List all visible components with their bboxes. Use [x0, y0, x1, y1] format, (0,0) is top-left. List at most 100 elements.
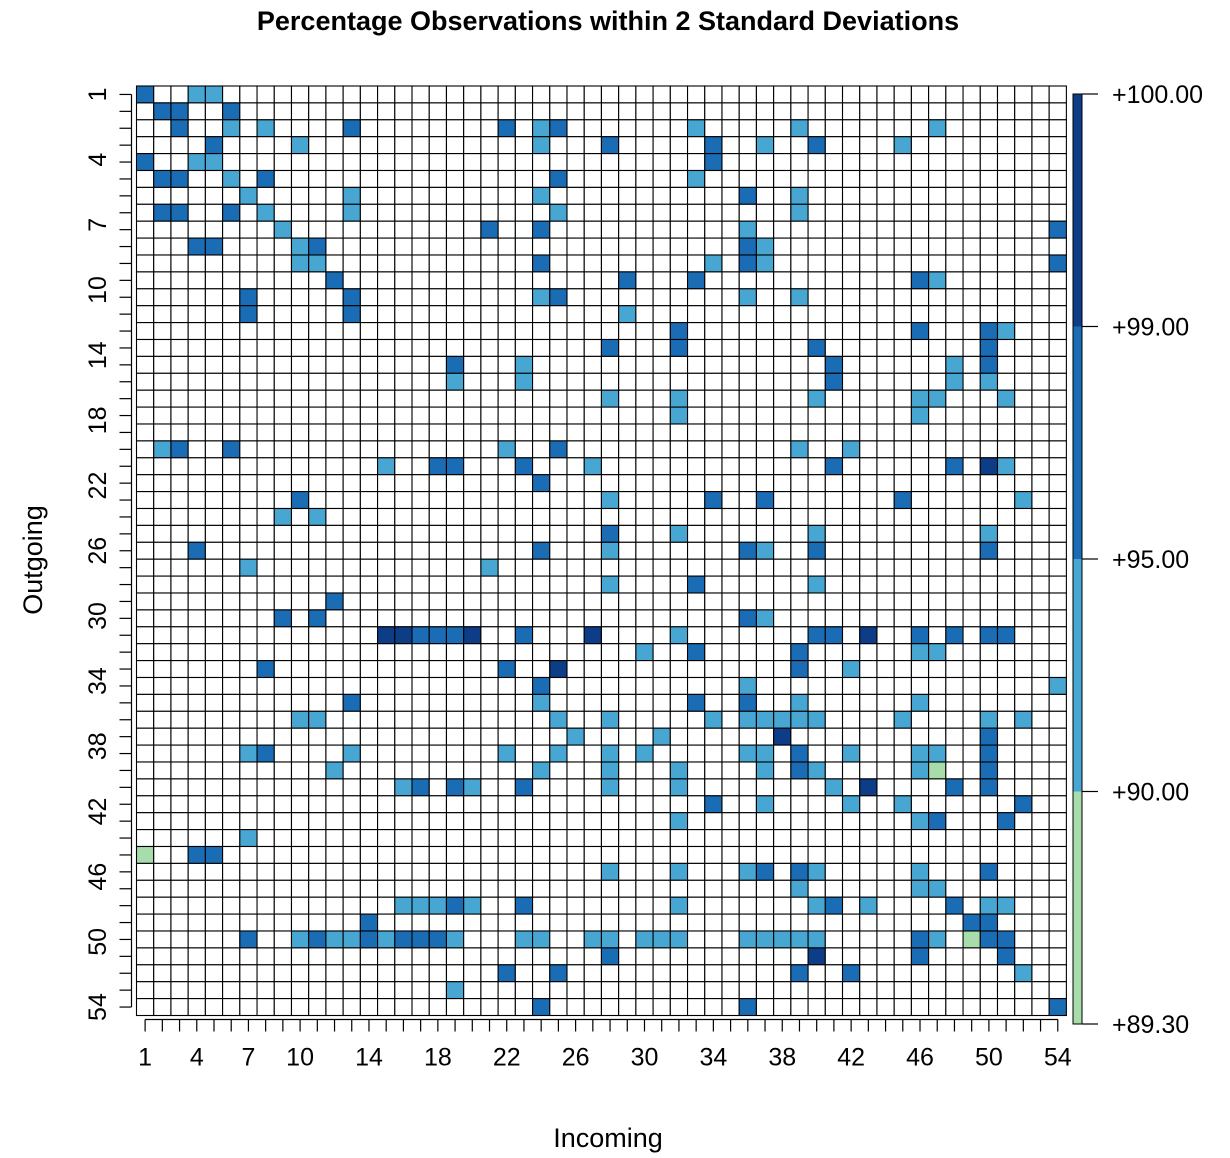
heatmap-cell: [549, 896, 568, 915]
heatmap-cell: [411, 710, 430, 729]
heatmap-cell: [549, 778, 568, 797]
heatmap-cell: [996, 981, 1016, 1000]
heatmap-cell: [583, 947, 602, 966]
heatmap-cell: [342, 524, 361, 543]
heatmap-cell: [635, 271, 654, 290]
heatmap-cell: [308, 845, 327, 864]
heatmap-cell: [721, 254, 740, 273]
heatmap-cell: [256, 338, 275, 357]
heatmap-cell: [532, 930, 551, 949]
heatmap-cell: [1031, 305, 1050, 324]
heatmap-cell: [273, 136, 293, 155]
heatmap-cell: [600, 136, 620, 155]
heatmap-cell: [187, 491, 206, 510]
heatmap-cell: [962, 778, 981, 797]
heatmap-cell: [669, 896, 689, 915]
heatmap-cell: [773, 930, 792, 949]
heatmap-cell: [532, 862, 551, 881]
y-tick-label: 4: [84, 153, 112, 167]
heatmap-cell: [187, 676, 206, 695]
heatmap-cell: [514, 964, 534, 983]
heatmap-cell: [738, 896, 757, 915]
heatmap-cell: [841, 322, 861, 341]
heatmap-cell: [755, 423, 775, 442]
y-tick-label: 54: [84, 993, 112, 1021]
heatmap-cell: [635, 507, 654, 526]
heatmap-cell: [428, 998, 448, 1017]
heatmap-cell: [256, 507, 275, 526]
heatmap-cell: [893, 541, 912, 560]
heatmap-cell: [790, 322, 809, 341]
heatmap-cell: [273, 169, 293, 188]
heatmap-cell: [996, 372, 1016, 391]
heatmap-cell: [342, 389, 361, 408]
heatmap-cell: [807, 947, 826, 966]
heatmap-cell: [876, 338, 895, 357]
heatmap-cell: [204, 85, 224, 104]
heatmap-cell: [635, 710, 654, 729]
heatmap-cell: [928, 845, 947, 864]
heatmap-cell: [1014, 744, 1033, 763]
heatmap-cell: [325, 186, 344, 205]
heatmap-cell: [996, 575, 1016, 594]
heatmap-cell: [325, 457, 344, 476]
heatmap-cell: [187, 322, 206, 341]
heatmap-cell: [1048, 761, 1067, 780]
heatmap-cell: [428, 862, 448, 881]
heatmap-cell: [841, 203, 861, 222]
heatmap-cell: [962, 491, 981, 510]
heatmap-cell: [359, 575, 379, 594]
heatmap-cell: [669, 558, 689, 577]
y-tick-label: 50: [84, 928, 112, 956]
heatmap-cell: [1048, 913, 1067, 932]
heatmap-cell: [514, 186, 534, 205]
heatmap-cell: [755, 288, 775, 307]
heatmap-cell: [841, 220, 861, 239]
heatmap-cell: [1031, 778, 1050, 797]
heatmap-cell: [945, 440, 964, 459]
heatmap-cell: [497, 423, 516, 442]
heatmap-cell: [738, 355, 757, 374]
heatmap-cell: [618, 237, 637, 256]
heatmap-cell: [669, 507, 689, 526]
heatmap-cell: [824, 423, 844, 442]
heatmap-cell: [170, 507, 189, 526]
heatmap-cell: [1031, 676, 1050, 695]
heatmap-cell: [583, 643, 602, 662]
heatmap-cell: [411, 947, 430, 966]
heatmap-cell: [342, 338, 361, 357]
heatmap-cell: [652, 575, 671, 594]
heatmap-cell: [290, 879, 310, 898]
heatmap-cell: [721, 457, 740, 476]
heatmap-cell: [755, 169, 775, 188]
heatmap-cell: [239, 693, 258, 712]
heatmap-cell: [222, 457, 241, 476]
heatmap-cell: [532, 998, 551, 1017]
heatmap-cell: [549, 913, 568, 932]
heatmap-cell: [204, 964, 224, 983]
heatmap-cell: [859, 305, 878, 324]
heatmap-cell: [1031, 288, 1050, 307]
heatmap-cell: [962, 372, 981, 391]
heatmap-cell: [996, 136, 1016, 155]
heatmap-cell: [514, 338, 534, 357]
heatmap-cell: [204, 744, 224, 763]
heatmap-cell: [1048, 896, 1067, 915]
heatmap-cell: [359, 338, 379, 357]
heatmap-cell: [652, 322, 671, 341]
heatmap-cell: [428, 372, 448, 391]
heatmap-cell: [704, 998, 723, 1017]
heatmap-cell: [377, 845, 396, 864]
heatmap-cell: [325, 271, 344, 290]
heatmap-cell: [600, 896, 620, 915]
heatmap-cell: [463, 355, 482, 374]
heatmap-cell: [394, 322, 413, 341]
heatmap-cell: [790, 727, 809, 746]
heatmap-cell: [463, 778, 482, 797]
heatmap-cell: [325, 592, 344, 611]
heatmap-cell: [445, 203, 465, 222]
heatmap-cell: [135, 558, 155, 577]
heatmap-cell: [239, 778, 258, 797]
heatmap-cell: [480, 981, 499, 1000]
heatmap-cell: [445, 744, 465, 763]
